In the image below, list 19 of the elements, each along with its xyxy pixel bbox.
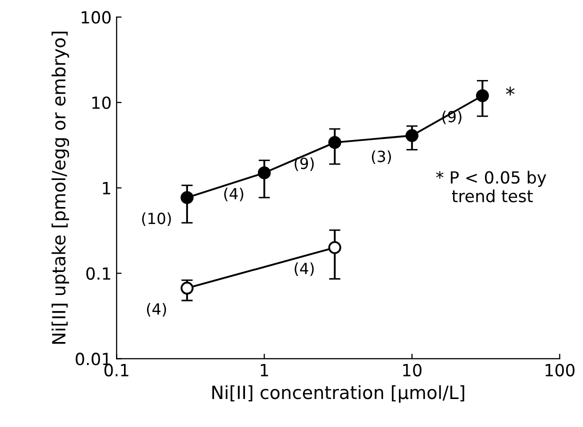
annotation: * P < 0.05 by trend test xyxy=(436,170,546,202)
y-axis-title: Ni[II] uptake [pmol/egg or embryo] xyxy=(52,32,70,344)
annotation: (4) xyxy=(294,262,314,276)
x-tick-label: 1 xyxy=(260,364,268,376)
x-tick-label: 10 xyxy=(403,364,422,376)
x-tick-label: 100 xyxy=(546,364,574,376)
annotation: (9) xyxy=(294,157,314,171)
annotation: (10) xyxy=(142,212,171,226)
y-tick-label: 100 xyxy=(82,11,111,24)
y-tick-label: 0.01 xyxy=(76,352,110,366)
x-tick-label: 0.1 xyxy=(104,364,128,376)
y-tick-label: 1 xyxy=(102,182,110,194)
x-axis-title: Ni[II] concentration [µmol/L] xyxy=(212,385,464,403)
annotation: * xyxy=(506,86,515,96)
y-tick-label: 0.1 xyxy=(86,267,110,280)
annotation: (4) xyxy=(224,188,244,202)
annotation: (3) xyxy=(372,150,391,164)
annotation: (4) xyxy=(147,302,166,317)
y-tick-label: 10 xyxy=(92,96,111,110)
